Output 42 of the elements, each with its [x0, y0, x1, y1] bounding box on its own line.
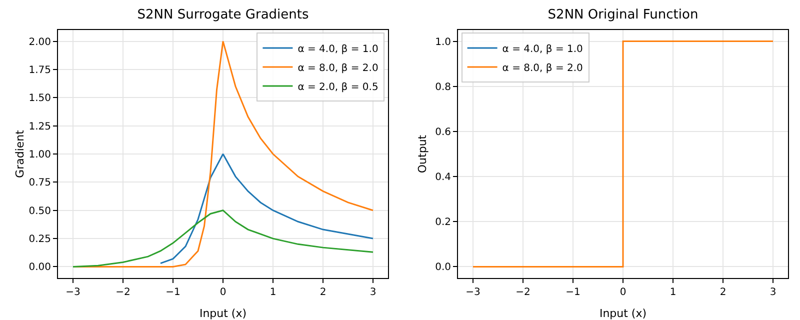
y-tick-label: 0.8 — [435, 82, 451, 93]
x-tick-label: −3 — [466, 287, 480, 298]
y-tick-label: 0.00 — [28, 262, 51, 274]
x-tick-label: 2 — [320, 287, 326, 298]
y-tick-label: 0.6 — [435, 126, 451, 138]
x-tick-label: −1 — [166, 287, 180, 298]
y-tick-label: 2.00 — [28, 36, 51, 48]
y-tick-label: 1.50 — [28, 93, 51, 104]
y-tick-label: 1.75 — [28, 64, 51, 76]
x-tick-label: 0 — [620, 287, 626, 298]
y-tick-label: 0.4 — [435, 172, 451, 184]
legend-label: α = 2.0, β = 0.5 — [298, 82, 378, 93]
x-tick-label: 1 — [670, 287, 676, 298]
x-tick-label: 3 — [370, 287, 376, 298]
chart-title: S2NN Surrogate Gradients — [137, 8, 309, 23]
y-axis-title: Output — [416, 134, 429, 174]
y-tick-label: 1.0 — [435, 36, 451, 48]
legend-label: α = 4.0, β = 1.0 — [298, 44, 378, 55]
y-tick-label: 0.0 — [435, 262, 451, 274]
y-tick-label: 0.25 — [28, 234, 51, 246]
legend-label: α = 8.0, β = 2.0 — [298, 62, 378, 74]
x-tick-label: 3 — [770, 287, 776, 298]
x-tick-label: 0 — [220, 287, 226, 298]
y-tick-label: 0.2 — [435, 217, 451, 228]
x-axis-title: Input (x) — [599, 307, 647, 320]
y-tick-label: 1.00 — [28, 150, 51, 160]
line-series — [72, 210, 374, 268]
y-tick-label: 1.25 — [28, 121, 51, 132]
x-tick-label: −2 — [516, 287, 530, 298]
line-series — [160, 153, 374, 264]
y-tick-label: 0.50 — [28, 206, 51, 217]
chart-title: S2NN Original Function — [548, 8, 698, 23]
x-tick-label: 2 — [720, 287, 726, 298]
legend-label: α = 4.0, β = 1.0 — [502, 44, 583, 55]
legend-label: α = 8.0, β = 2.0 — [502, 62, 583, 74]
y-axis-title: Gradient — [14, 129, 27, 178]
x-tick-label: −1 — [566, 287, 580, 298]
x-axis-title: Input (x) — [199, 307, 247, 320]
y-tick-label: 0.75 — [28, 178, 51, 189]
x-tick-label: −2 — [116, 287, 130, 298]
x-tick-label: −3 — [66, 287, 80, 298]
x-tick-label: 1 — [270, 287, 276, 298]
